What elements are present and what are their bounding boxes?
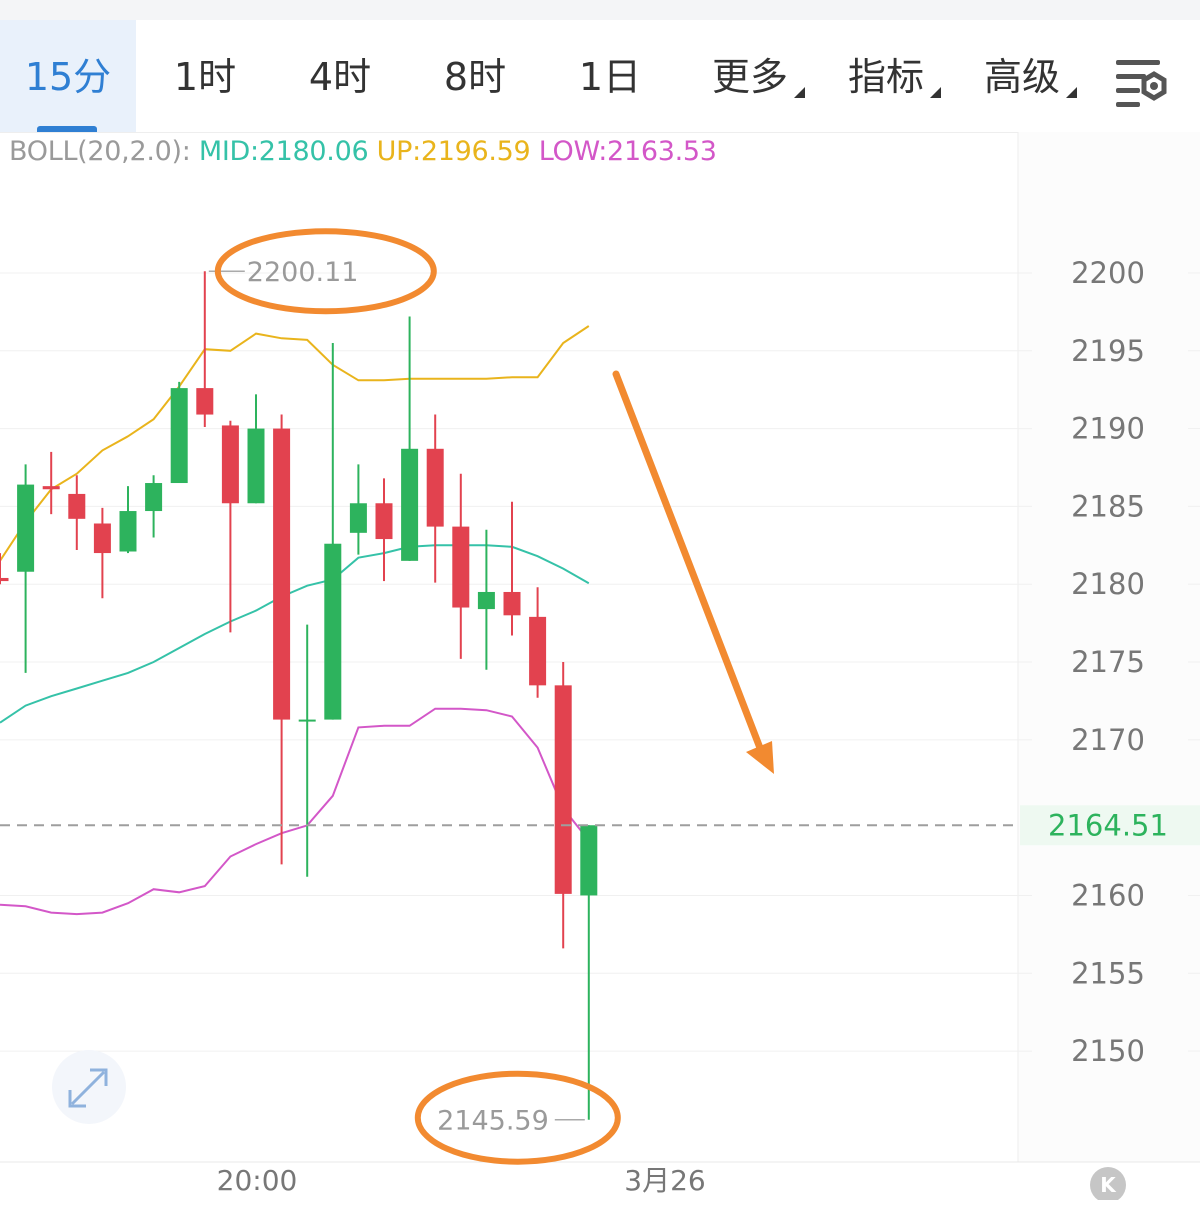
candle-body [68,493,86,519]
boll-mid-value: MID:2180.06 [198,136,369,167]
low-annotation-ellipse [414,1070,621,1165]
tab-1h-label: 1时 [173,55,237,99]
price-tick-label: 2180 [1071,567,1145,601]
expand-chart-button[interactable] [52,1050,126,1124]
scroll-to-latest-icon[interactable]: K [1090,1167,1126,1203]
candle-body [0,577,9,582]
boll-up-line [0,325,590,562]
candle-body [298,719,316,722]
tab-1h[interactable]: 1时 [150,20,260,132]
price-tick-label: 2150 [1071,1034,1145,1068]
low-price-label: 2145.59 [437,1106,549,1137]
price-tick-label: 2170 [1071,723,1145,757]
price-tick-label: 2200 [1071,256,1145,290]
candle-body [452,526,470,608]
price-tick-label: 2185 [1071,489,1145,523]
candle-body [580,825,598,896]
tab-1d[interactable]: 1日 [555,20,665,132]
status-strip [0,0,1200,20]
candle-body [145,483,163,512]
price-axis-panel [1018,132,1200,1162]
candle-body [93,523,111,554]
price-tick-label: 2160 [1071,878,1145,912]
candle-body [477,591,495,610]
high-marker: 2200.11 [208,257,359,288]
bottom-strip [0,1200,1200,1211]
gridlines [0,272,1200,1052]
tab-15min[interactable]: 15分 [0,20,136,132]
price-tick-label: 2155 [1071,956,1145,990]
dropdown-corner-icon [930,87,941,98]
tab-8h-label: 8时 [443,55,507,99]
price-axis-ticks: 2200 2195 2190 2185 2180 2175 2170 2160 2155 2150 [1071,256,1145,1068]
tab-more[interactable]: 更多 [700,20,805,132]
candle-body [221,425,239,504]
tab-more-label: 更多 [711,55,788,99]
boll-bands [0,325,590,916]
candle-body [375,503,393,540]
dropdown-corner-icon [1066,87,1077,98]
candle-body [196,388,214,415]
tab-advanced[interactable]: 高级 [972,20,1077,132]
candle-body [529,616,547,686]
candle-body [324,543,342,720]
dropdown-corner-icon [794,87,805,98]
x-tick-label: 20:00 [217,1164,298,1197]
candle-body [119,511,137,552]
candle-body [170,388,188,484]
price-tick-label: 2175 [1071,645,1145,679]
boll-params: BOLL(20,2.0): [9,136,191,167]
boll-low-value: LOW:2163.53 [538,136,717,167]
interval-tab-bar: 15分 1时 4时 8时 1日 更多 指标 高级 [0,20,1200,133]
chart-settings-icon[interactable] [1110,52,1174,116]
price-tick-label: 2190 [1071,412,1145,446]
candle-body [17,484,35,572]
candle-body [426,448,444,527]
tab-4h-label: 4时 [308,55,372,99]
tab-8h[interactable]: 8时 [420,20,530,132]
tab-advanced-label: 高级 [983,55,1060,99]
candle-body [349,503,367,533]
boll-mid-line [0,544,590,724]
candle-body [554,685,572,894]
price-tick-label: 2195 [1071,334,1145,368]
active-tab-indicator [37,126,97,132]
candle-body [401,448,419,561]
tab-4h[interactable]: 4时 [285,20,395,132]
tab-indicators-label: 指标 [847,55,924,99]
high-annotation-ellipse [214,228,437,315]
tab-15min-label: 15分 [24,55,112,99]
boll-up-value: UP:2196.59 [376,136,531,167]
candle-body [503,591,521,616]
expand-arrows-icon [68,1068,108,1108]
candles [0,271,598,1120]
boll-low-line [0,707,590,916]
tab-indicators[interactable]: 指标 [836,20,941,132]
boll-indicator-legend: BOLL(20,2.0): MID:2180.06 UP:2196.59 LOW… [9,136,717,167]
candle-body [273,428,291,720]
candle-body [247,428,265,504]
low-marker: 2145.59 [437,1106,585,1137]
down-trend-arrow [612,370,774,774]
candle-body [42,486,60,490]
tab-1d-label: 1日 [578,55,642,99]
high-price-label: 2200.11 [247,257,359,288]
x-tick-label: 3月26 [624,1164,705,1197]
last-price-tag [1020,805,1200,846]
last-price-label: 2164.51 [1048,808,1168,842]
